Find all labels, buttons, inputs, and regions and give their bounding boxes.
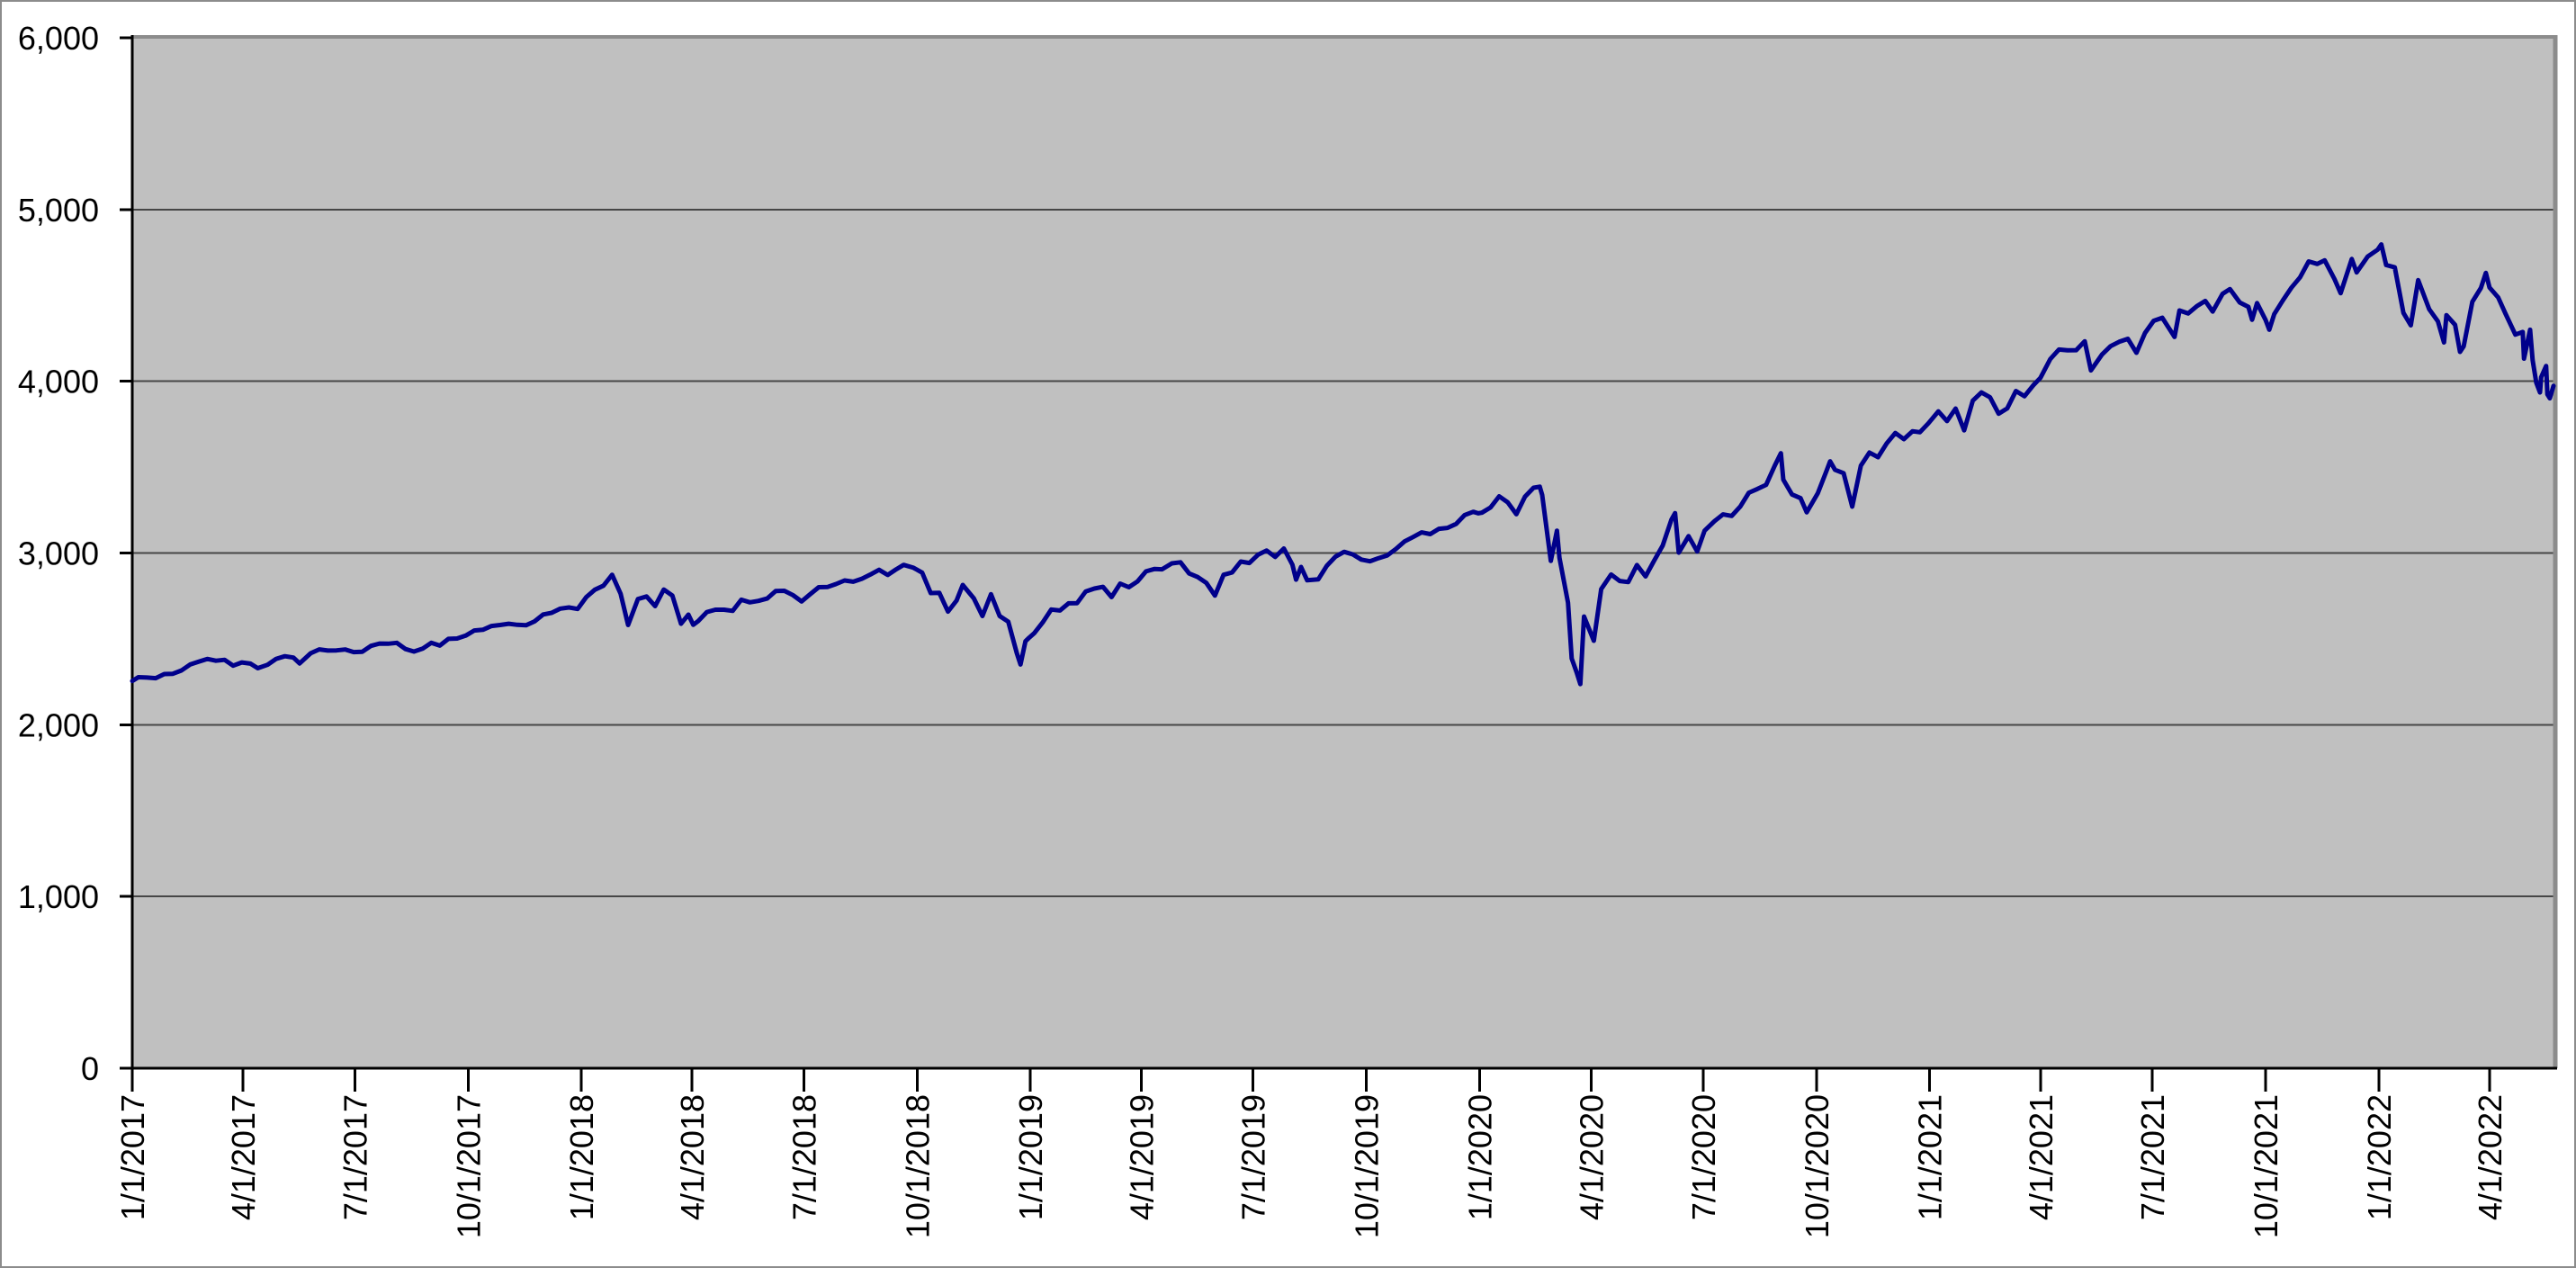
- x-axis-label: 10/1/2018: [899, 1094, 936, 1238]
- x-axis-label: 1/1/2018: [563, 1094, 600, 1220]
- x-axis-label: 4/1/2022: [2472, 1094, 2509, 1220]
- x-axis-label: 7/1/2020: [1685, 1094, 1722, 1220]
- x-axis-label: 4/1/2017: [225, 1094, 262, 1220]
- x-axis-label: 1/1/2019: [1012, 1094, 1049, 1220]
- x-axis-label: 1/1/2020: [1461, 1094, 1498, 1220]
- y-axis-label: 4,000: [18, 364, 99, 400]
- y-axis-label: 5,000: [18, 192, 99, 229]
- x-axis-label: 10/1/2020: [1799, 1094, 1836, 1238]
- x-axis-label: 10/1/2017: [450, 1094, 487, 1238]
- x-axis-label: 7/1/2017: [337, 1094, 373, 1220]
- price-line: [130, 242, 2556, 687]
- x-axis-label: 4/1/2020: [1574, 1094, 1611, 1220]
- x-axis: 1/1/2017 4/1/2017 7/1/2017 10/1/2017 1/1/201…: [114, 1068, 2509, 1238]
- x-axis-label: 4/1/2018: [674, 1094, 711, 1220]
- y-axis-label: 2,000: [18, 706, 99, 743]
- x-axis-label: 1/1/2021: [1912, 1094, 1949, 1220]
- y-axis-label: 1,000: [18, 878, 99, 915]
- y-axis-label: 6,000: [18, 20, 99, 57]
- y-axis-label: 3,000: [18, 535, 99, 572]
- x-axis-label: 4/1/2021: [2023, 1094, 2060, 1220]
- x-axis-label: 10/1/2019: [1348, 1094, 1385, 1238]
- y-axis-label: 0: [81, 1050, 99, 1087]
- x-axis-label: 10/1/2021: [2248, 1094, 2284, 1238]
- x-axis-label: 7/1/2021: [2134, 1094, 2171, 1220]
- x-axis-label: 4/1/2019: [1123, 1094, 1160, 1220]
- x-axis-label: 7/1/2019: [1235, 1094, 1272, 1220]
- y-axis: 0 1,000 2,000 3,000 4,000 5,000 6,000: [18, 20, 132, 1087]
- x-axis-label: 7/1/2018: [786, 1094, 823, 1220]
- x-axis-label: 1/1/2022: [2361, 1094, 2398, 1220]
- x-axis-label: 1/1/2017: [114, 1094, 151, 1220]
